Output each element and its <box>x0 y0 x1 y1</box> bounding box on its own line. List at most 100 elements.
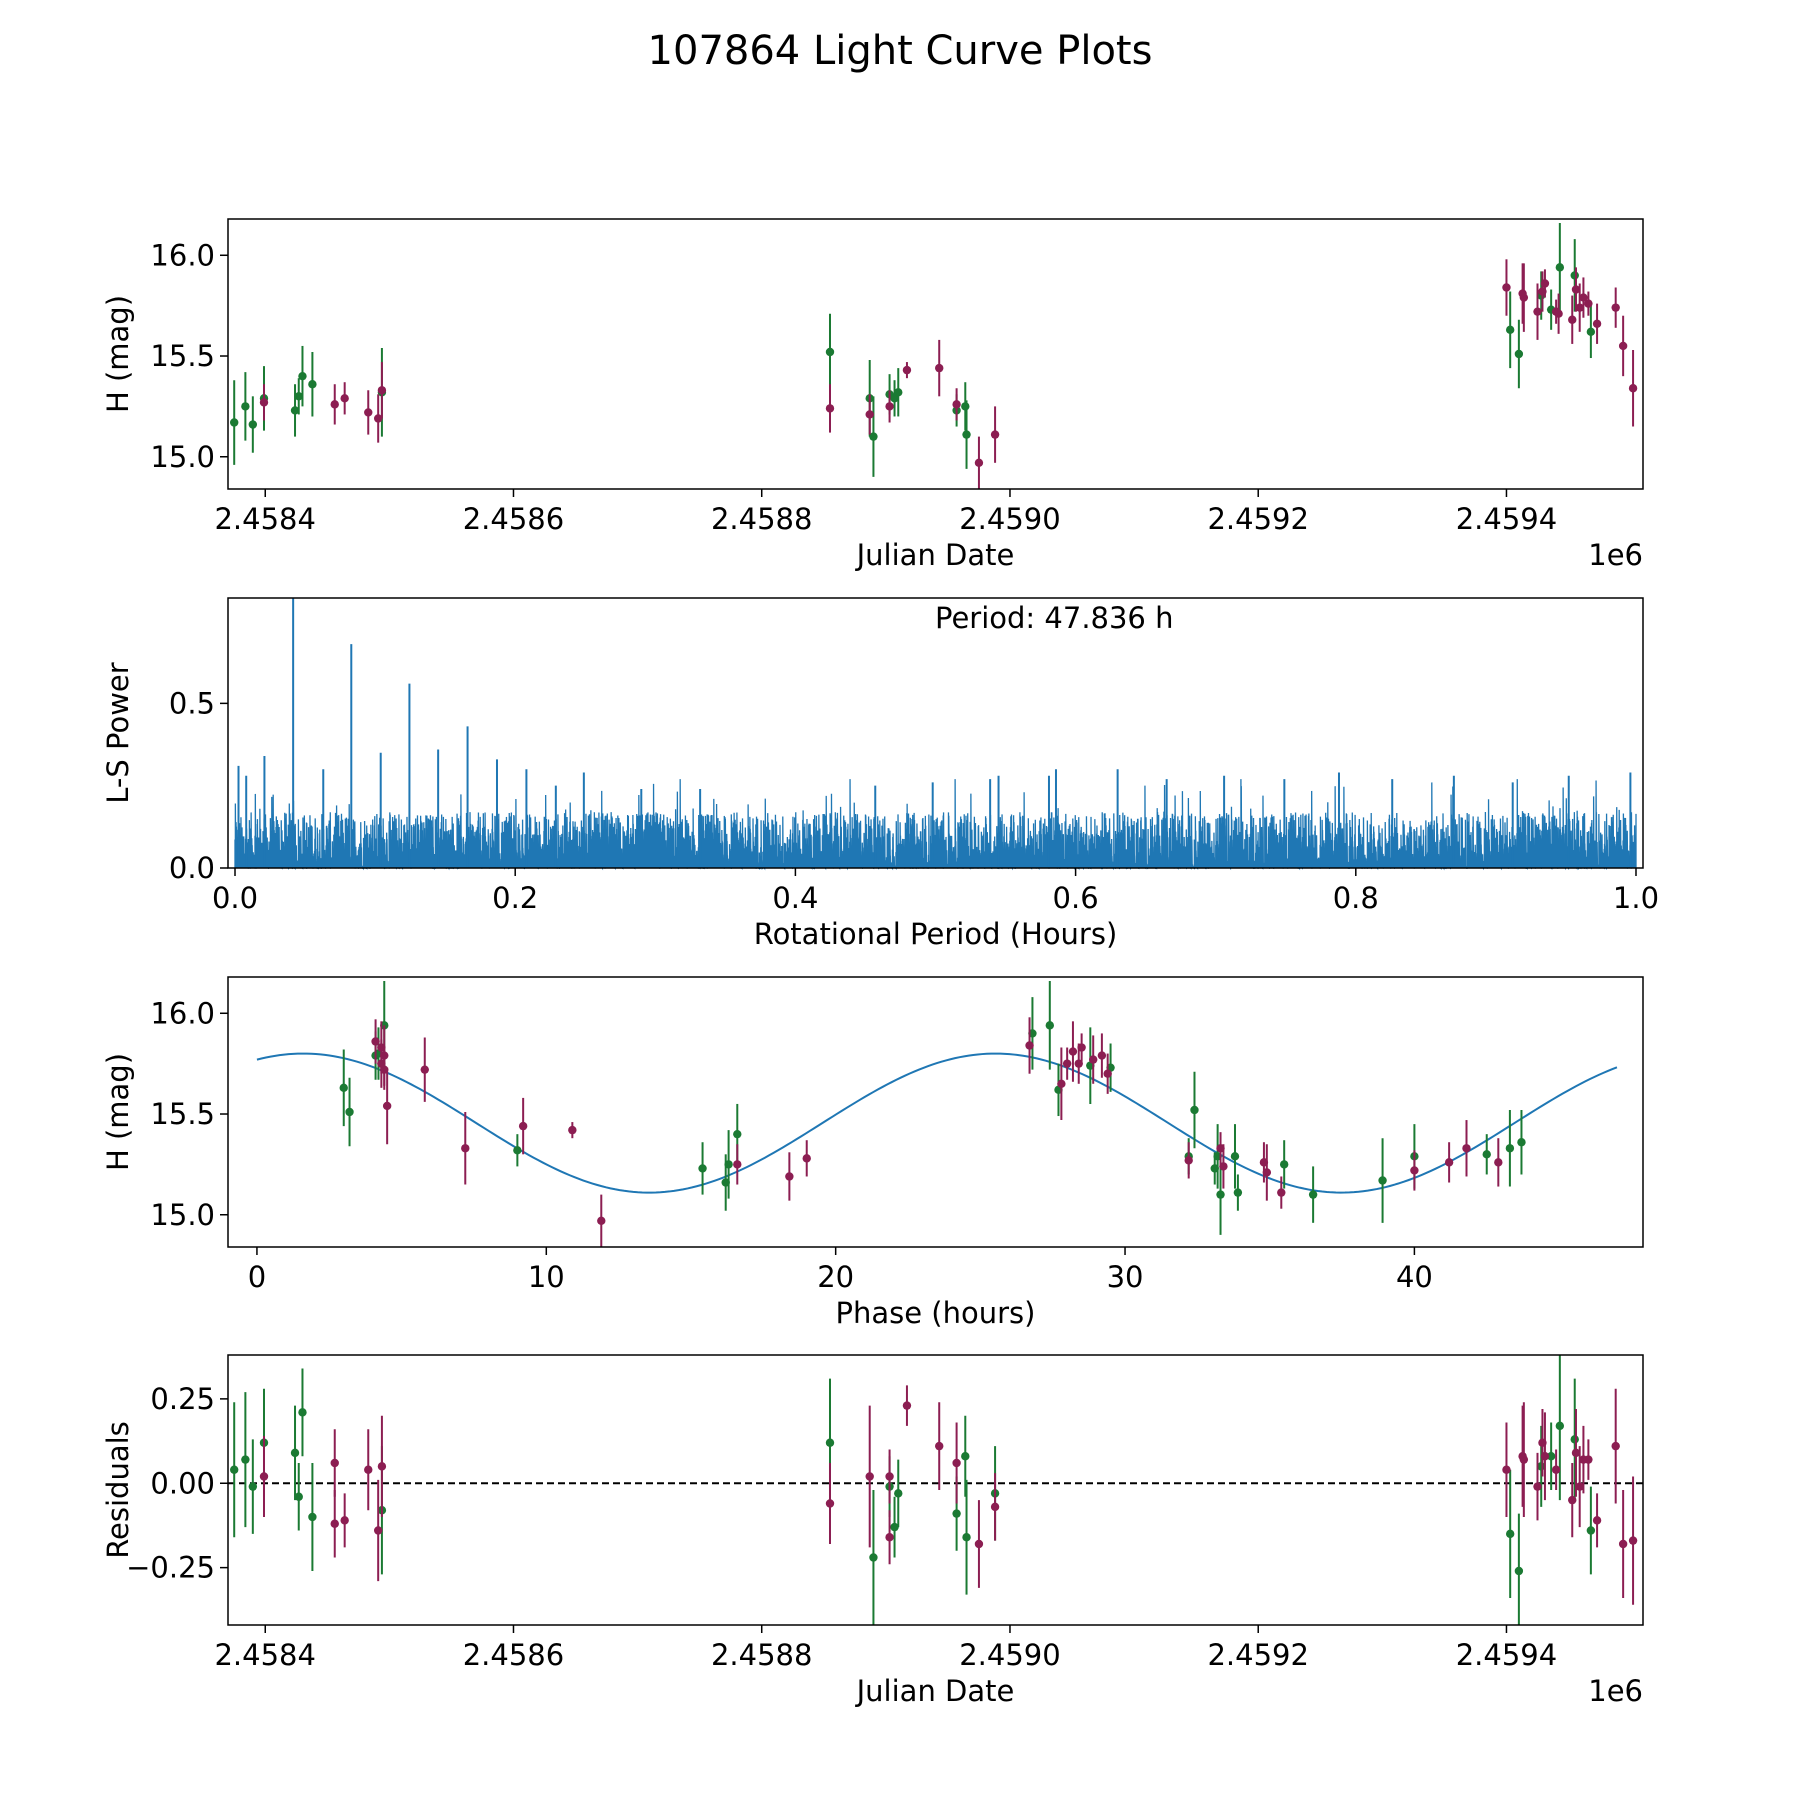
x-axis-label: Julian Date <box>855 538 1015 572</box>
y-tick-label: 0.00 <box>150 1466 215 1500</box>
data-point <box>1555 263 1565 272</box>
periodogram-line <box>234 779 1637 871</box>
data-point <box>259 398 269 407</box>
data-point <box>1103 1069 1112 1078</box>
data-point <box>371 1037 380 1046</box>
data-point <box>230 418 239 427</box>
data-point <box>1584 299 1593 308</box>
data-point <box>241 402 250 411</box>
data-point <box>1462 1144 1471 1153</box>
data-point <box>1575 1482 1584 1491</box>
x-axis-label: Rotational Period (Hours) <box>754 917 1118 951</box>
data-point <box>1505 325 1515 335</box>
x-tick-label: 10 <box>528 1260 565 1294</box>
data-point <box>294 392 303 401</box>
data-point <box>1502 1465 1511 1474</box>
x-tick-label: 2.4584 <box>214 502 315 536</box>
data-point <box>1097 1051 1107 1060</box>
data-point <box>865 1472 874 1481</box>
data-point <box>1568 1495 1577 1505</box>
axes-frame <box>227 976 1644 1248</box>
data-point <box>330 400 339 409</box>
data-point <box>961 402 970 411</box>
data-point <box>974 458 984 468</box>
data-point <box>1628 384 1638 393</box>
data-point <box>1062 1059 1072 1068</box>
data-point <box>294 1492 303 1501</box>
data-point <box>1219 1162 1228 1171</box>
data-point <box>1233 1188 1243 1197</box>
data-point <box>1262 1168 1272 1177</box>
data-point <box>1494 1158 1503 1167</box>
period-annotation: Period: 47.836 h <box>935 601 1174 635</box>
y-tick-label: 16.0 <box>150 238 215 272</box>
data-point <box>330 1458 339 1468</box>
data-point <box>330 1519 339 1528</box>
data-point <box>1410 1166 1419 1175</box>
data-point <box>885 1472 894 1481</box>
data-point <box>597 1216 606 1226</box>
data-point <box>248 420 258 429</box>
data-point <box>1514 1566 1524 1576</box>
data-point <box>1505 1144 1515 1153</box>
model-curve <box>256 1052 1618 1194</box>
data-point <box>248 1482 258 1491</box>
data-point <box>1514 349 1524 359</box>
data-point <box>885 1533 894 1542</box>
data-point <box>802 1154 811 1163</box>
data-point <box>990 430 1000 439</box>
y-tick-label: 0.25 <box>150 1382 215 1416</box>
x-axis-label: Julian Date <box>855 1674 1015 1708</box>
x-tick-label: 2.4592 <box>1207 502 1308 536</box>
data-point <box>974 1539 984 1549</box>
data-point <box>518 1121 528 1131</box>
x-tick-label: 0.2 <box>492 881 538 915</box>
data-point <box>298 1408 307 1417</box>
data-point <box>568 1125 577 1135</box>
data-point <box>230 1465 239 1474</box>
data-point <box>377 1462 387 1471</box>
data-point <box>962 1533 971 1542</box>
data-point <box>1611 303 1620 312</box>
data-point <box>1378 1176 1387 1185</box>
data-point <box>1045 1021 1054 1030</box>
data-point <box>894 388 903 397</box>
x-tick-label: 40 <box>1396 1260 1433 1294</box>
x-tick-label: 0.8 <box>1333 881 1379 915</box>
data-point <box>1057 1079 1066 1088</box>
x-tick-label: 2.4594 <box>1456 1638 1557 1672</box>
data-point <box>1540 279 1550 288</box>
data-point <box>733 1129 742 1139</box>
x-tick-label: 20 <box>817 1260 854 1294</box>
data-point <box>364 408 373 417</box>
data-point <box>990 1502 1000 1512</box>
data-point <box>825 347 835 357</box>
panel-phased-light-curve: 0 10 20 30 40 15.0 15.5 16.0 Phase (hours) H (mag… <box>101 976 1644 1330</box>
data-point <box>1517 1138 1526 1147</box>
x-tick-label: 2.4590 <box>959 502 1060 536</box>
data-point <box>1571 1448 1581 1458</box>
data-point <box>308 1512 317 1522</box>
data-point <box>1555 1421 1565 1431</box>
data-point <box>259 1472 269 1481</box>
x-tick-label: 1.0 <box>1613 881 1659 915</box>
y-tick-label: 0.0 <box>169 851 215 885</box>
data-point <box>1586 327 1596 337</box>
data-point <box>952 1509 961 1518</box>
data-point <box>894 1489 903 1498</box>
data-point <box>377 1059 386 1068</box>
data-point <box>1568 315 1577 324</box>
data-point <box>1540 1452 1550 1461</box>
data-point <box>902 365 912 375</box>
data-point <box>1554 309 1563 318</box>
data-point <box>1592 1516 1602 1525</box>
data-point <box>1519 1455 1529 1464</box>
data-point <box>1444 1158 1454 1167</box>
data-point <box>290 406 300 415</box>
x-tick-label: 0.0 <box>212 881 258 915</box>
data-point <box>952 400 961 409</box>
data-point <box>961 1452 970 1461</box>
y-tick-label: −0.25 <box>126 1551 215 1585</box>
x-tick-label: 2.4586 <box>463 502 564 536</box>
data-point <box>1618 341 1628 351</box>
